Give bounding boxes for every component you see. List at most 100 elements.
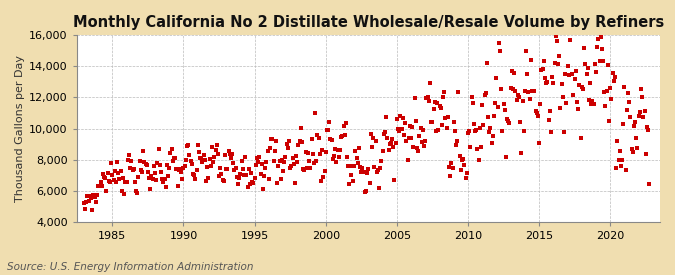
Point xyxy=(250,163,261,167)
Point xyxy=(263,177,274,181)
Point xyxy=(574,83,585,87)
Point xyxy=(500,108,510,112)
Point xyxy=(367,145,377,149)
Point xyxy=(360,189,371,193)
Point xyxy=(610,75,620,79)
Point xyxy=(587,99,598,103)
Point xyxy=(294,139,305,143)
Point xyxy=(447,165,458,170)
Point xyxy=(261,160,272,165)
Point xyxy=(215,166,225,170)
Point xyxy=(298,167,308,171)
Point xyxy=(541,81,551,85)
Point xyxy=(479,93,490,97)
Point xyxy=(562,64,573,68)
Point xyxy=(225,156,236,160)
Point xyxy=(235,172,246,176)
Point xyxy=(313,136,324,141)
Point xyxy=(530,109,541,113)
Point xyxy=(232,174,242,179)
Point xyxy=(486,141,497,145)
Point xyxy=(633,114,644,118)
Point xyxy=(161,185,171,189)
Point xyxy=(94,183,105,188)
Point xyxy=(282,146,293,151)
Point xyxy=(558,95,568,99)
Point xyxy=(240,155,250,159)
Point xyxy=(164,166,175,170)
Point xyxy=(238,167,248,171)
Point xyxy=(368,136,379,140)
Point xyxy=(420,138,431,143)
Point xyxy=(338,124,349,128)
Point xyxy=(188,171,198,176)
Point xyxy=(247,180,258,184)
Point xyxy=(639,109,650,113)
Point xyxy=(470,129,481,133)
Point xyxy=(514,94,524,99)
Point xyxy=(205,164,216,168)
Point xyxy=(139,160,150,164)
Point xyxy=(192,143,203,147)
Point xyxy=(176,170,186,174)
Point xyxy=(423,99,434,104)
Point xyxy=(171,167,182,172)
Point xyxy=(277,169,288,174)
Point xyxy=(217,178,228,182)
Point xyxy=(364,181,375,185)
Point xyxy=(426,120,437,125)
Point xyxy=(608,79,619,84)
Point xyxy=(81,199,92,204)
Point xyxy=(196,155,207,160)
Point xyxy=(543,117,554,122)
Point xyxy=(477,103,487,107)
Point xyxy=(354,164,365,169)
Point xyxy=(401,138,412,143)
Point xyxy=(99,175,109,179)
Point xyxy=(331,160,342,164)
Point xyxy=(561,101,572,106)
Point xyxy=(310,111,321,115)
Point xyxy=(324,120,335,124)
Point xyxy=(280,155,291,159)
Point xyxy=(458,157,468,161)
Point xyxy=(556,81,567,86)
Point xyxy=(180,158,191,163)
Point xyxy=(144,175,155,180)
Point xyxy=(492,105,503,109)
Point xyxy=(142,170,153,174)
Point xyxy=(340,121,351,125)
Point xyxy=(84,194,95,199)
Point xyxy=(128,167,139,171)
Point xyxy=(117,176,128,180)
Point xyxy=(126,158,137,163)
Point xyxy=(269,148,280,153)
Point xyxy=(568,92,579,97)
Point xyxy=(89,195,100,199)
Point xyxy=(351,156,362,160)
Point xyxy=(390,141,401,145)
Point xyxy=(337,134,348,138)
Point xyxy=(113,171,124,176)
Point xyxy=(266,137,277,141)
Point xyxy=(117,189,128,193)
Point xyxy=(106,161,117,165)
Point xyxy=(342,155,352,159)
Point xyxy=(510,88,521,93)
Point xyxy=(601,88,612,93)
Point xyxy=(534,141,545,145)
Point xyxy=(487,134,498,138)
Point xyxy=(275,176,286,181)
Point xyxy=(132,191,142,195)
Point xyxy=(200,178,211,183)
Point xyxy=(578,46,589,50)
Point xyxy=(222,166,233,171)
Point xyxy=(442,115,453,119)
Point xyxy=(330,147,341,152)
Point xyxy=(335,148,346,152)
Point xyxy=(638,115,649,119)
Point xyxy=(550,34,561,38)
Point xyxy=(429,100,440,104)
Point xyxy=(202,165,213,169)
Point xyxy=(578,87,589,91)
